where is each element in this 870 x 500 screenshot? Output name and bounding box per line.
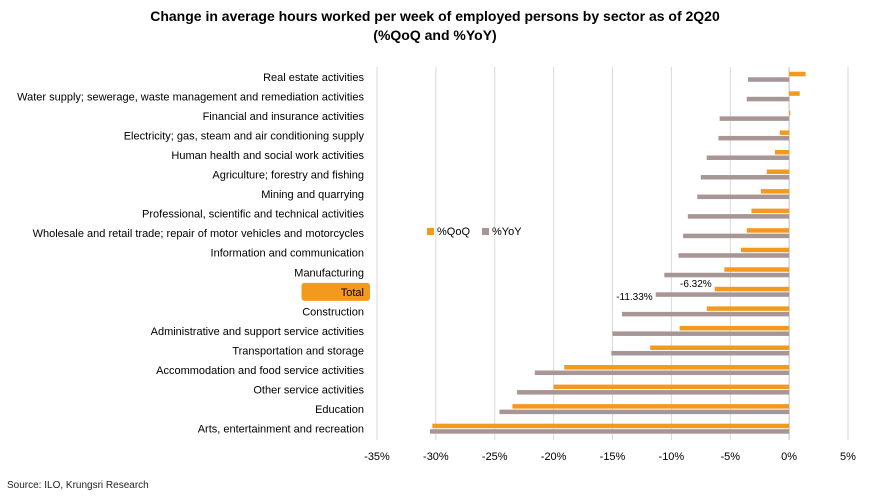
bar-qoq xyxy=(679,325,790,331)
x-tick-label: -35% xyxy=(364,451,390,463)
bar-qoq xyxy=(714,286,790,292)
bar-qoq xyxy=(760,189,790,194)
x-tick-label: -20% xyxy=(541,451,567,463)
bar-qoq xyxy=(650,345,790,350)
bar-yoy xyxy=(718,135,790,141)
data-label-yoy: -11.33% xyxy=(616,292,653,303)
legend-label: %QoQ xyxy=(437,226,470,238)
category-label: Accommodation and food service activitie… xyxy=(156,365,364,377)
x-tick-label: -15% xyxy=(600,451,626,463)
category-label: Professional, scientific and technical a… xyxy=(142,209,364,221)
category-label: Education xyxy=(315,404,364,416)
category-label: Mining and quarrying xyxy=(261,189,364,201)
bar-qoq xyxy=(740,247,790,253)
bar-yoy xyxy=(746,96,790,102)
bar-qoq xyxy=(766,169,790,175)
bar-qoq xyxy=(564,365,790,370)
bar-yoy xyxy=(706,155,790,160)
bar-qoq xyxy=(512,404,790,409)
legend-swatch xyxy=(427,228,434,235)
category-label: Transportation and storage xyxy=(232,345,364,357)
x-tick-label: 0% xyxy=(781,451,797,463)
bar-yoy xyxy=(697,194,790,200)
bar-yoy xyxy=(655,292,790,297)
category-label: Arts, entertainment and recreation xyxy=(198,424,364,436)
bar-yoy xyxy=(534,370,790,376)
bar-qoq xyxy=(789,71,806,77)
category-label: Electricity; gas, steam and air conditio… xyxy=(124,130,365,142)
bar-qoq xyxy=(746,228,790,233)
bar-qoq xyxy=(751,208,790,214)
x-tick-label: -5% xyxy=(720,451,740,463)
category-label: Wholesale and retail trade; repair of mo… xyxy=(33,228,365,240)
bar-yoy xyxy=(621,311,790,317)
chart-title: Change in average hours worked per week … xyxy=(150,8,720,24)
bar-yoy xyxy=(683,233,790,239)
chart-subtitle: (%QoQ and %YoY) xyxy=(373,27,497,43)
bar-qoq xyxy=(789,110,791,116)
bar-qoq xyxy=(432,423,790,429)
total-highlight-badge xyxy=(301,282,370,301)
bar-yoy xyxy=(499,409,790,415)
category-label: Total xyxy=(341,287,364,299)
legend-label: %YoY xyxy=(492,226,522,238)
bar-yoy xyxy=(517,390,790,395)
bar-qoq xyxy=(779,130,790,135)
category-label: Construction xyxy=(302,306,364,318)
category-label: Human health and social work activities xyxy=(171,150,364,162)
x-tick-label: -10% xyxy=(659,451,685,463)
category-label: Information and communication xyxy=(211,248,364,260)
source-note: Source: ILO, Krungsri Research xyxy=(7,480,149,491)
category-label: Manufacturing xyxy=(294,267,364,279)
bar-qoq xyxy=(553,384,790,390)
bar-qoq xyxy=(774,149,790,155)
bar-yoy xyxy=(687,214,790,219)
category-label: Administrative and support service activ… xyxy=(151,326,365,338)
bar-yoy xyxy=(747,77,790,82)
bar-yoy xyxy=(678,253,790,258)
bar-yoy xyxy=(429,429,790,434)
category-label: Water supply; sewerage, waste management… xyxy=(17,91,364,103)
legend-swatch xyxy=(482,228,489,235)
bar-qoq xyxy=(724,267,790,272)
category-label: Real estate activities xyxy=(263,72,364,84)
category-label: Financial and insurance activities xyxy=(203,111,365,123)
data-label-qoq: -6.32% xyxy=(680,279,712,290)
category-label: Other service activities xyxy=(253,385,364,397)
x-tick-label: 5% xyxy=(840,451,856,463)
category-label: Agriculture; forestry and fishing xyxy=(212,170,364,182)
bar-qoq xyxy=(706,306,790,311)
bar-yoy xyxy=(611,350,790,356)
bar-yoy xyxy=(664,272,790,278)
x-tick-label: -30% xyxy=(423,451,449,463)
x-tick-label: -25% xyxy=(482,451,508,463)
bar-yoy xyxy=(612,331,790,336)
bar-qoq xyxy=(789,91,800,96)
bar-yoy xyxy=(719,116,790,121)
bar-yoy xyxy=(700,175,790,180)
